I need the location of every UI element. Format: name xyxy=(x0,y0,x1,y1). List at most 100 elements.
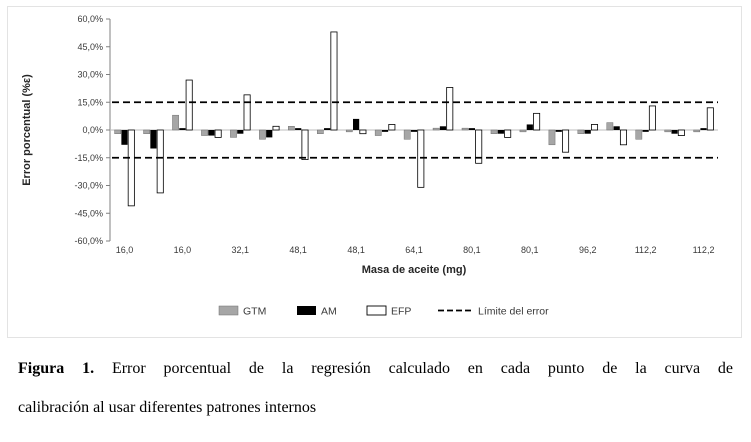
bar-efp-11 xyxy=(446,87,454,131)
bar-am-15 xyxy=(555,130,562,132)
x-tick-label: 80,1 xyxy=(463,245,481,255)
bar-gtm-4 xyxy=(230,129,237,138)
bar-efp-14 xyxy=(533,112,541,131)
bar-efp-5 xyxy=(272,125,280,131)
bar-efp-17 xyxy=(619,129,627,146)
legend-swatch-gtm xyxy=(218,305,239,316)
bar-am-1 xyxy=(150,130,157,149)
legend-swatch-am xyxy=(297,306,316,315)
x-tick-label: 96,2 xyxy=(579,245,597,255)
y-axis-title: Error porcentual (%ε) xyxy=(21,74,33,186)
y-tick-label: 30,0% xyxy=(77,70,103,80)
bar-gtm-1 xyxy=(143,129,150,134)
caption-line-1: Figura 1. Error porcentual de la regresi… xyxy=(18,360,733,378)
bar-gtm-7 xyxy=(316,129,324,134)
bar-gtm-12 xyxy=(461,127,469,131)
bar-am-10 xyxy=(410,130,418,132)
bar-am-12 xyxy=(468,128,475,130)
bar-am-11 xyxy=(439,126,447,130)
bar-am-2 xyxy=(179,128,186,130)
caption-text-2: calibración al usar diferentes patrones … xyxy=(18,399,317,416)
bar-efp-18 xyxy=(648,105,656,131)
x-tick-label: 112,2 xyxy=(693,245,715,255)
legend-item-limite-del-error: Límite del error xyxy=(438,306,549,318)
bar-am-6 xyxy=(295,128,302,130)
bar-efp-6 xyxy=(301,129,309,161)
caption-text-1: Error porcentual de la regresión calcula… xyxy=(111,360,734,377)
bar-efp-8 xyxy=(359,129,367,135)
legend-item-efp: EFP xyxy=(366,305,411,318)
y-tick-label: 45,0% xyxy=(77,42,103,52)
figure-caption: Figura 1. Error porcentual de la regresi… xyxy=(18,360,733,417)
legend-label-efp: EFP xyxy=(391,306,411,318)
x-tick-label: 48,1 xyxy=(347,245,365,255)
bar-am-20 xyxy=(700,128,707,130)
bar-gtm-19 xyxy=(664,129,672,133)
y-tick-label: -60,0% xyxy=(74,236,103,246)
bar-gtm-5 xyxy=(259,129,266,140)
bar-gtm-13 xyxy=(490,129,498,134)
bar-efp-19 xyxy=(677,129,685,136)
y-tick-label: -45,0% xyxy=(74,208,103,218)
bar-gtm-2 xyxy=(172,114,179,131)
x-tick-label: 112,2 xyxy=(635,245,657,255)
bar-efp-7 xyxy=(330,31,338,131)
x-tick-label: 64,1 xyxy=(405,245,423,255)
legend-label-am: AM xyxy=(321,306,337,318)
legend-label-gtm: GTM xyxy=(243,306,266,318)
caption-line-2: calibración al usar diferentes patrones … xyxy=(18,399,733,417)
bar-am-17 xyxy=(613,126,620,130)
legend-item-gtm: GTM xyxy=(218,305,266,318)
bar-gtm-14 xyxy=(519,129,527,133)
y-tick-label: -30,0% xyxy=(74,181,103,191)
bar-am-0 xyxy=(121,130,128,145)
y-tick-label: 0,0% xyxy=(82,125,103,135)
x-axis-title: Masa de aceite (mg) xyxy=(362,264,467,276)
bar-efp-2 xyxy=(185,79,193,131)
bar-gtm-15 xyxy=(548,129,556,146)
x-tick-label: 16,0 xyxy=(116,245,134,255)
figure-label: Figura 1. xyxy=(18,360,95,377)
bar-gtm-17 xyxy=(606,122,614,131)
legend-item-am: AM xyxy=(297,306,337,318)
legend-swatch-efp xyxy=(366,305,387,316)
bar-am-19 xyxy=(671,130,678,134)
bar-efp-1 xyxy=(156,129,164,194)
bar-gtm-20 xyxy=(693,129,701,133)
bar-gtm-6 xyxy=(288,126,295,131)
bar-am-13 xyxy=(497,130,504,134)
bar-am-14 xyxy=(526,124,533,130)
legend-label-limite: Límite del error xyxy=(478,306,549,318)
bar-efp-13 xyxy=(504,129,512,138)
bar-gtm-9 xyxy=(374,129,382,136)
bar-am-5 xyxy=(266,130,273,138)
x-tick-label: 32,1 xyxy=(232,245,250,255)
bar-efp-4 xyxy=(243,94,251,131)
bar-efp-16 xyxy=(591,124,599,131)
bar-gtm-10 xyxy=(403,129,411,140)
bar-gtm-0 xyxy=(114,129,122,134)
bar-am-9 xyxy=(381,130,389,132)
bar-gtm-18 xyxy=(635,129,643,140)
bar-am-3 xyxy=(208,130,215,136)
bar-efp-12 xyxy=(475,129,483,164)
bar-efp-20 xyxy=(706,107,714,131)
bar-gtm-11 xyxy=(432,127,440,131)
bar-am-16 xyxy=(584,130,591,134)
bar-gtm-16 xyxy=(577,129,585,134)
bar-am-18 xyxy=(642,130,649,132)
bar-am-8 xyxy=(353,118,360,130)
bar-efp-0 xyxy=(127,129,135,207)
y-tick-label: 15,0% xyxy=(77,97,103,107)
bar-efp-9 xyxy=(388,124,396,131)
bar-gtm-8 xyxy=(345,129,353,133)
bar-efp-15 xyxy=(562,129,570,153)
bar-efp-10 xyxy=(417,129,425,188)
figure-chart: 60,0% 45,0% 30,0% 15,0% 0,0% -15,0% -30,0% -45,… xyxy=(7,6,742,338)
x-tick-label: 48,1 xyxy=(289,245,307,255)
bar-am-4 xyxy=(237,130,244,134)
bar-efp-3 xyxy=(214,129,222,138)
y-tick-label: 60,0% xyxy=(77,14,103,24)
x-tick-label: 16,0 xyxy=(174,245,192,255)
error-percent-bar-chart: 60,0% 45,0% 30,0% 15,0% 0,0% -15,0% -30,0% -45,… xyxy=(21,14,718,318)
